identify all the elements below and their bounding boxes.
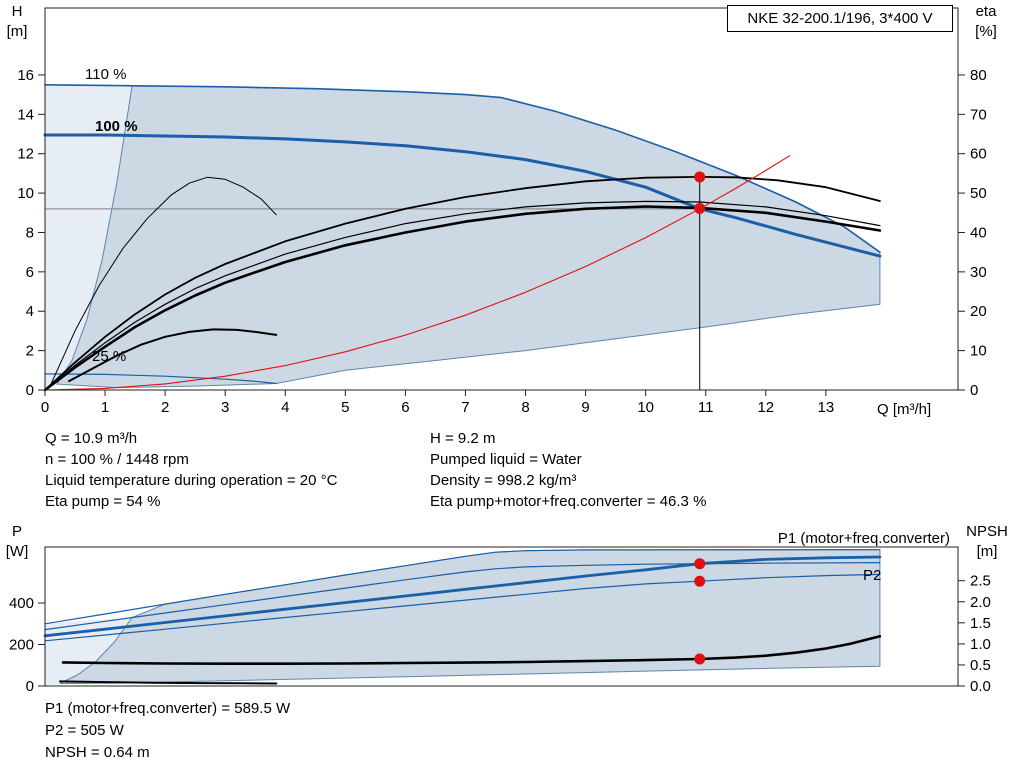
- top-chart-svg-border: [44, 7, 959, 391]
- tick-label: 80: [970, 67, 987, 84]
- info-liquid: Pumped liquid = Water: [430, 451, 582, 468]
- tick-label: 70: [970, 106, 987, 123]
- tick-label: 40: [970, 224, 987, 241]
- duty-point-npsh: [694, 653, 706, 665]
- bottom-chart-svg-border: [44, 546, 959, 687]
- duty-info-left-column: Q = 10.9 m³/h n = 100 % / 1448 rpm Liqui…: [45, 428, 337, 512]
- duty-point-p2: [694, 575, 706, 587]
- tick-label: 0.5: [970, 657, 991, 674]
- curve-label: 25 %: [92, 348, 126, 365]
- tick-label: 3: [221, 399, 229, 416]
- tick-label: 6: [26, 264, 34, 281]
- power-npsh-chart: 0 200 400 0.0 0.5 1.0 1.5 2.0 2.5 P1 (motor+freq.…: [9, 530, 991, 695]
- operating-range-light: [45, 84, 133, 391]
- p1-curve-110-percent: [44, 549, 881, 625]
- tick-label: 0: [26, 382, 34, 399]
- tick-label: 30: [970, 264, 987, 281]
- tick-label: 0: [26, 678, 34, 695]
- npsh-axis-unit: [m]: [976, 543, 998, 560]
- eta-total-curve-25-percent: [68, 328, 278, 383]
- tick-label: 200: [9, 637, 34, 654]
- eta-pump-curve-25-percent: [50, 176, 277, 385]
- power-axis-unit: [W]: [5, 543, 29, 560]
- p-curve-25-percent: [59, 680, 278, 685]
- duty-point-eta: [694, 171, 706, 183]
- info-eta-pump: Eta pump = 54 %: [45, 493, 161, 510]
- curve-label: 100 %: [95, 118, 138, 135]
- tick-label: 60: [970, 146, 987, 163]
- system-curve: [44, 155, 791, 391]
- info-temperature: Liquid temperature during operation = 20…: [45, 472, 338, 489]
- pump-model-box: NKE 32-200.1/196, 3*400 V: [727, 5, 953, 32]
- curve-label: P1 (motor+freq.converter): [778, 530, 950, 547]
- info-flow: Q = 10.9 m³/h: [45, 430, 138, 447]
- duty-info-right-column: H = 9.2 m Pumped liquid = Water Density …: [430, 428, 706, 512]
- info-density: Density = 998.2 kg/m³: [430, 472, 577, 489]
- tick-label: 11: [698, 399, 714, 416]
- tick-label: 10: [637, 399, 654, 416]
- p1-curve-100-percent: [43, 555, 882, 638]
- power-info-block: P1 (motor+freq.converter) = 589.5 W P2 =…: [45, 698, 290, 764]
- tick-label: 1.5: [970, 615, 991, 632]
- p2-curve-100-percent: [44, 573, 881, 642]
- tick-label: 400: [9, 595, 34, 612]
- pump-model-label: NKE 32-200.1/196, 3*400 V: [747, 10, 933, 27]
- tick-label: 4: [26, 303, 34, 320]
- info-head: H = 9.2 m: [430, 430, 496, 447]
- info-p1: P1 (motor+freq.converter) = 589.5 W: [45, 700, 291, 717]
- tick-label: 16: [17, 67, 34, 84]
- power-axis-title: P: [11, 523, 22, 540]
- tick-label: 10: [17, 185, 34, 202]
- h-curve-100-percent: [43, 133, 882, 258]
- tick-label: 0.0: [970, 678, 991, 695]
- tick-label: 2.5: [970, 573, 991, 590]
- info-eta-total: Eta pump+motor+freq.converter = 46.3 %: [430, 493, 707, 510]
- tick-label: 0: [41, 399, 49, 416]
- npsh-curve: [61, 635, 882, 665]
- tick-label: 13: [818, 399, 835, 416]
- tick-label: 8: [26, 224, 34, 241]
- tick-label: 0: [970, 382, 978, 399]
- tick-label: 4: [281, 399, 289, 416]
- p2-curve-110-percent: [44, 562, 881, 631]
- tick-label: 6: [401, 399, 409, 416]
- tick-label: 8: [521, 399, 529, 416]
- operating-range-envelope: [56, 85, 881, 389]
- curve-label: P2: [863, 567, 881, 584]
- tick-label: 5: [341, 399, 349, 416]
- tick-label: 12: [17, 146, 34, 163]
- head-axis-unit: [m]: [6, 23, 28, 40]
- info-npsh: NPSH = 0.64 m: [45, 744, 150, 761]
- eta-total-curve: [43, 205, 882, 392]
- npsh-axis-title: NPSH: [966, 523, 1008, 540]
- tick-label: 2.0: [970, 594, 991, 611]
- tick-label: 2: [161, 399, 169, 416]
- tick-label: 10: [970, 343, 987, 360]
- eta-pump-curve: [44, 176, 881, 391]
- tick-label: 1: [101, 399, 109, 416]
- tick-label: 2: [26, 343, 34, 360]
- h-curve-110-percent: [44, 84, 881, 253]
- head-axis-title: H: [11, 3, 23, 20]
- tick-label: 7: [461, 399, 469, 416]
- head-efficiency-chart: 0 1 2 3 4 5 6 7 8 9 10 11 12 130246810121416010203040…: [17, 7, 987, 416]
- tick-label: 12: [757, 399, 774, 416]
- tick-label: 50: [970, 185, 987, 202]
- flow-axis-title: Q [m³/h]: [877, 401, 932, 418]
- curve-label: 110 %: [85, 66, 126, 83]
- duty-point-p1: [694, 558, 706, 570]
- eta-axis-unit: [%]: [975, 23, 997, 40]
- info-p2: P2 = 505 W: [45, 722, 124, 739]
- tick-label: 9: [581, 399, 589, 416]
- tick-label: 20: [970, 303, 987, 320]
- info-speed: n = 100 % / 1448 rpm: [45, 451, 189, 468]
- duty-point-head: [694, 202, 706, 214]
- tick-label: 14: [17, 106, 34, 123]
- eta-axis-title: eta: [975, 3, 997, 20]
- h-curve-25-percent: [44, 373, 277, 385]
- tick-label: 1.0: [970, 636, 991, 653]
